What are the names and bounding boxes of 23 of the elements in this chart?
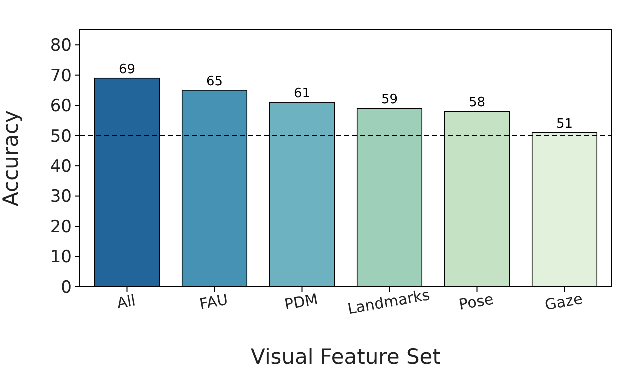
x-tick-label: Gaze — [544, 290, 584, 314]
y-tick-label: 40 — [50, 157, 72, 178]
data-label: 51 — [556, 116, 574, 132]
y-tick-label: 10 — [50, 248, 72, 268]
y-tick-label: 80 — [50, 36, 72, 56]
y-tick-label: 0 — [61, 278, 72, 298]
x-tick-label: Pose — [458, 290, 496, 314]
data-label: 69 — [118, 62, 136, 78]
x-tick-label: All — [116, 292, 138, 313]
y-tick-label: 20 — [50, 217, 72, 238]
x-axis-title: Visual Feature Set — [251, 345, 441, 368]
data-label: 59 — [381, 92, 398, 108]
y-tick-label: 60 — [50, 96, 72, 117]
data-label: 61 — [294, 86, 311, 102]
x-tick-label: PDM — [283, 290, 320, 314]
y-axis-title: Accuracy — [0, 110, 23, 206]
x-tick-label: FAU — [198, 290, 230, 314]
data-label: 65 — [206, 74, 224, 90]
x-tick-label: Landmarks — [346, 286, 432, 318]
y-tick-label: 70 — [50, 66, 72, 86]
data-label: 58 — [468, 96, 486, 111]
y-tick-label: 30 — [50, 187, 72, 208]
y-tick-label: 50 — [50, 126, 72, 147]
